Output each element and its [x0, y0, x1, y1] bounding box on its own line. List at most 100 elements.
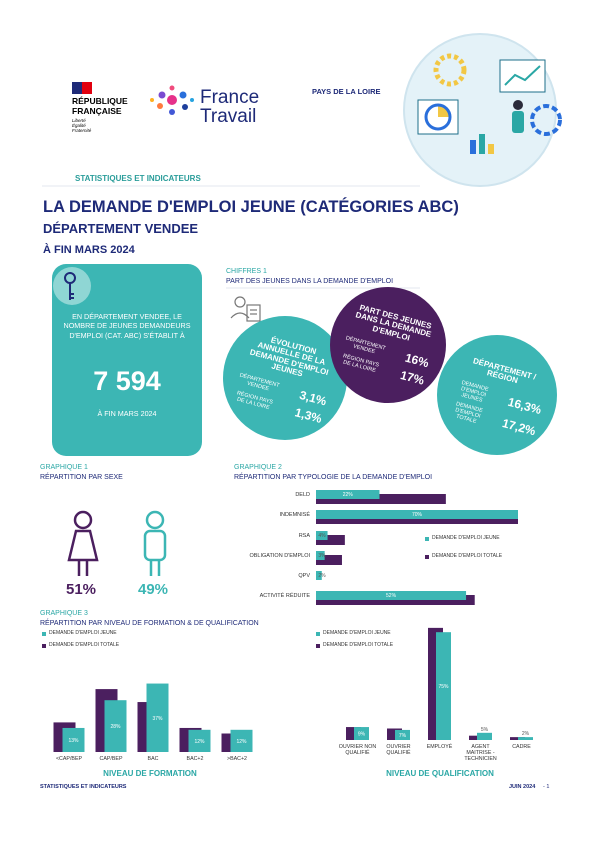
pie-slice — [438, 104, 451, 117]
pie-ring — [424, 103, 452, 131]
bar — [395, 729, 410, 740]
person-body — [512, 111, 524, 133]
motto: Liberté — [72, 118, 86, 123]
flag-blue — [72, 82, 82, 94]
category-label: OUVRIER NON QUALIFIÉ — [338, 744, 377, 757]
dot — [169, 85, 175, 91]
republic: RÉPUBLIQUE FRANÇAISE — [72, 96, 128, 116]
category-label: OUVRIER QUALIFIÉ — [386, 744, 411, 757]
value-label: 37% — [152, 716, 163, 722]
category-label: OBLIGATION D'EMPLOI — [249, 553, 310, 559]
figures-title: PART DES JEUNES DANS LA DEMANDE D'EMPLOI — [226, 278, 394, 285]
illustration — [403, 33, 562, 187]
icon-head — [73, 510, 93, 530]
legend-label: DEMANDE D'EMPLOI JEUNE — [432, 534, 500, 541]
dot — [182, 104, 188, 110]
category-label: DELD — [295, 492, 310, 498]
bubble-value: 16% — [403, 350, 431, 371]
dot — [190, 98, 194, 102]
footer-date: JUIN 2024 — [509, 784, 536, 790]
legend-label: DEMANDE D'EMPLOI JEUNE — [323, 629, 391, 636]
section: STATISTIQUES ET INDICATEURS — [75, 174, 201, 183]
chart-label: GRAPHIQUE 2 — [234, 464, 282, 471]
category-label: RSA — [298, 533, 310, 539]
dot — [169, 109, 175, 115]
date: À FIN MARS 2024 — [43, 244, 135, 256]
category-label: <CAP/BEP — [55, 756, 83, 762]
bar — [316, 551, 325, 560]
person-head — [513, 100, 523, 110]
value-label: 7% — [399, 733, 407, 739]
category-label: INDEMNISÉ — [279, 512, 310, 518]
legend-swatch — [42, 632, 46, 636]
key-icon-bg — [53, 267, 91, 305]
women-share: 51% — [66, 581, 97, 598]
bar — [316, 531, 328, 540]
category-label: CAP/BEP — [99, 756, 123, 762]
key-icon — [64, 272, 76, 300]
figures-label: CHIFFRES 1 — [226, 268, 267, 275]
board-line — [504, 65, 541, 86]
bubble — [437, 335, 557, 455]
dot — [179, 91, 187, 99]
key-text: EN DÉPARTEMENT VENDEE, LE NOMBRE DE JEUN… — [63, 312, 191, 340]
motto: Fraternité — [72, 128, 92, 133]
dot — [167, 95, 177, 105]
footer-page: - 1 — [543, 784, 550, 790]
bar — [316, 535, 345, 545]
title: LA DEMANDE D'EMPLOI JEUNE (CATÉGORIES AB… — [43, 198, 459, 216]
icon-head — [145, 510, 165, 530]
value-label: 2% — [318, 573, 326, 579]
category-label: EMPLOYÉ — [426, 744, 453, 750]
gear — [433, 53, 467, 87]
icon-head — [234, 296, 246, 308]
icon-dress — [67, 529, 99, 562]
deco-bar — [470, 140, 476, 154]
bubble-value: 16,3% — [506, 394, 543, 417]
legend-label: DEMANDE D'EMPLOI TOTALE — [323, 641, 394, 648]
legend-swatch — [42, 644, 46, 648]
brand-dots — [150, 85, 194, 115]
legend-label: DEMANDE D'EMPLOI JEUNE — [49, 629, 117, 636]
deco-bar — [479, 134, 485, 154]
bubble — [330, 287, 446, 403]
category-label: >BAC+2 — [226, 756, 248, 762]
value-label: 22% — [343, 492, 354, 498]
value-label: 3% — [318, 553, 326, 559]
men-share: 49% — [138, 581, 169, 598]
bar — [436, 632, 451, 740]
value-label: 5% — [481, 727, 489, 733]
bar — [387, 728, 402, 740]
footer-left: STATISTIQUES ET INDICATEURS — [40, 784, 127, 790]
key-value: 7 594 — [93, 366, 161, 396]
board — [499, 59, 546, 93]
graph1-label: GRAPHIQUE 1 — [40, 464, 88, 471]
legend-label: DEMANDE D'EMPLOI TOTALE — [432, 552, 503, 559]
category-label: BAC+2 — [186, 756, 204, 762]
bar — [316, 510, 518, 519]
value-label: 52% — [386, 593, 397, 599]
legend-swatch — [316, 644, 320, 648]
legend-label: DEMANDE D'EMPLOI TOTALE — [49, 641, 120, 648]
bar — [230, 729, 253, 752]
x-axis-label: NIVEAU DE QUALIFICATION — [386, 769, 494, 778]
graph3-title: RÉPARTITION PAR NIVEAU DE FORMATION & DE… — [40, 620, 259, 627]
category-label: AGENT MAITRISE - TECHNICIEN — [464, 744, 497, 763]
value-label: 70% — [412, 512, 423, 518]
x-axis-label: NIVEAU DE FORMATION — [103, 769, 197, 778]
bar — [510, 737, 525, 740]
gear — [530, 104, 562, 136]
bar — [477, 732, 492, 740]
value-label: 12% — [194, 739, 205, 745]
bar — [104, 700, 127, 752]
bar — [316, 571, 322, 580]
category-label: BAC — [147, 756, 159, 762]
subtitle: DÉPARTEMENT VENDEE — [43, 221, 199, 236]
motto: Égalité — [72, 123, 86, 128]
legend-swatch — [425, 555, 429, 559]
flag-red — [82, 82, 92, 94]
bubble-value: 3,1% — [298, 387, 329, 409]
